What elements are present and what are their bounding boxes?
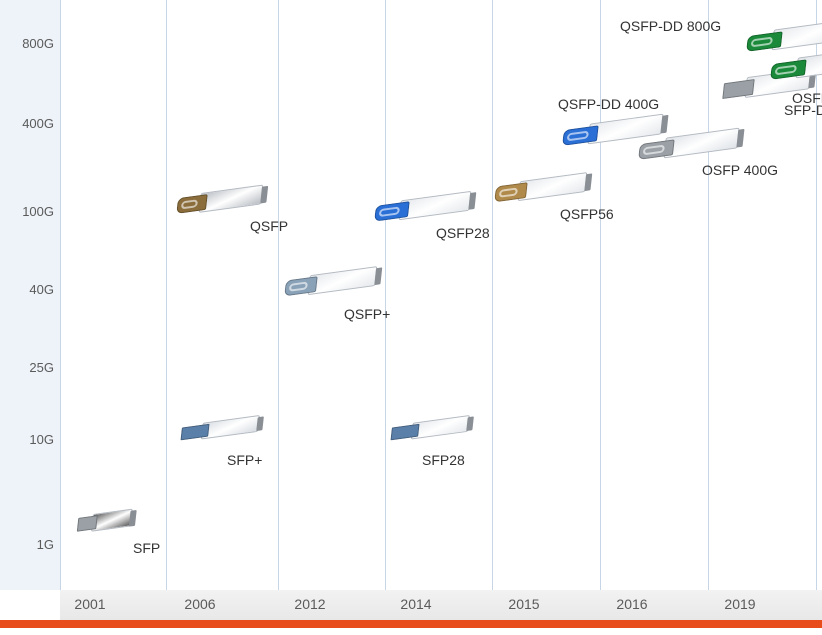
gridline-vertical <box>708 0 709 590</box>
y-axis-label: 40G <box>0 282 54 297</box>
sfp-transceiver-icon <box>76 506 135 539</box>
x-axis-label: 2014 <box>386 596 446 612</box>
sfp-transceiver-icon <box>390 413 473 448</box>
transceiver-timeline-chart: SFP SFP+ QSFP QSFP+ SFP28 QSFP28 QSFP56 QSFP-DD… <box>0 0 822 635</box>
x-axis-band: 2001 2006 2012 2014 2015 2016 2019 2021 <box>60 590 822 620</box>
module-qsfp-dd-800g: QSFP-DD 800G <box>748 24 822 54</box>
y-axis-label: 400G <box>0 116 54 131</box>
gridline-vertical <box>492 0 493 590</box>
module-qsfp56: QSFP56 <box>496 176 588 204</box>
y-axis-label: 800G <box>0 36 54 51</box>
module-osfp-800g: OSFP 800G <box>772 52 822 82</box>
gridline-vertical <box>816 0 817 590</box>
x-axis-label: 2019 <box>710 596 770 612</box>
module-label: QSFP56 <box>560 206 614 222</box>
module-label: SFP <box>133 540 160 556</box>
y-axis-label: 25G <box>0 360 54 375</box>
x-axis-label: 2001 <box>60 596 120 612</box>
y-axis-label: 100G <box>0 204 54 219</box>
x-axis-highlight-bar <box>0 620 822 628</box>
module-label: QSFP-DD 800G <box>620 18 721 34</box>
qsfp-transceiver-icon <box>283 264 380 305</box>
x-axis-label: 2012 <box>280 596 340 612</box>
gridline-vertical <box>385 0 386 590</box>
module-label: QSFP <box>250 218 288 234</box>
gridline-vertical <box>600 0 601 590</box>
module-label: OSFP 800G <box>792 90 822 106</box>
y-axis-label: 1G <box>0 537 54 552</box>
module-label: QSFP28 <box>436 225 490 241</box>
module-label: SFP+ <box>227 452 262 468</box>
module-qsfp: QSFP <box>178 188 264 216</box>
gridline-vertical <box>166 0 167 590</box>
qsfp-transceiver-icon <box>373 188 474 229</box>
plot-area: SFP SFP+ QSFP QSFP+ SFP28 QSFP28 QSFP56 QSFP-DD… <box>60 0 822 590</box>
y-axis-label: 10G <box>0 432 54 447</box>
module-osfp-400g: OSFP 400G <box>640 132 740 162</box>
module-sfp-: SFP+ <box>182 418 260 442</box>
module-qsfp28: QSFP28 <box>376 195 472 223</box>
x-axis-label: 2015 <box>494 596 554 612</box>
x-axis-label: 2021 <box>810 596 822 612</box>
sfp-transceiver-icon <box>180 413 263 448</box>
module-label: SFP28 <box>422 452 465 468</box>
osfp-transceiver-icon <box>769 45 822 89</box>
gridline-vertical <box>278 0 279 590</box>
qsfp-transceiver-icon <box>175 182 266 222</box>
module-qsfp-: QSFP+ <box>286 270 378 298</box>
module-sfp: SFP <box>78 510 133 536</box>
x-axis-label: 2016 <box>602 596 662 612</box>
module-label: QSFP-DD 400G <box>558 96 659 112</box>
x-axis-label: 2006 <box>170 596 230 612</box>
qsfp-transceiver-icon <box>493 170 590 211</box>
module-sfp28: SFP28 <box>392 418 470 442</box>
gridline-vertical <box>60 0 61 590</box>
module-label: OSFP 400G <box>702 162 778 178</box>
module-label: QSFP+ <box>344 306 390 322</box>
